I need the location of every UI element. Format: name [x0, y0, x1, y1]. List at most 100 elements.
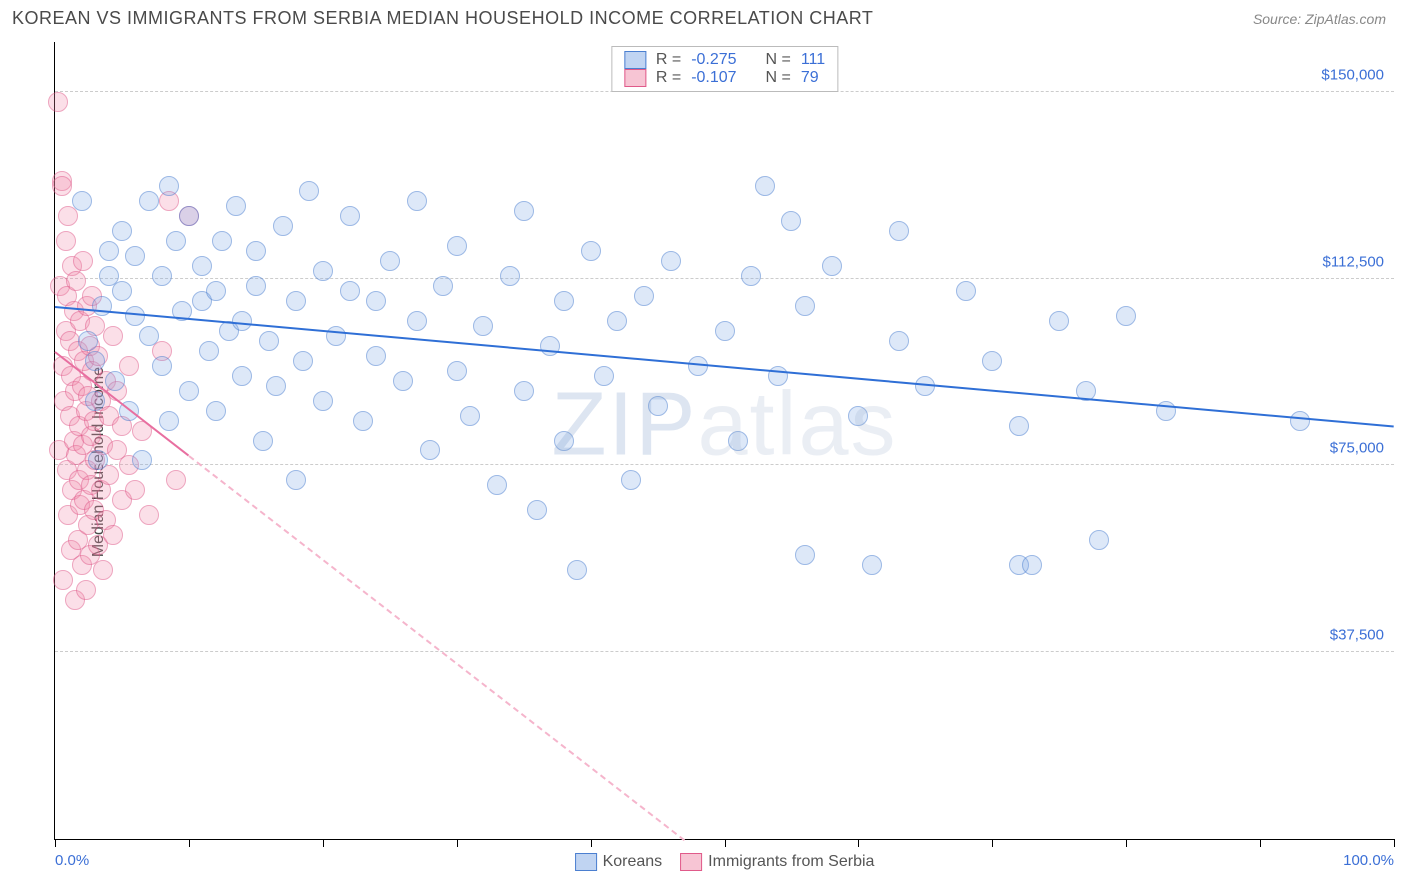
data-point-korean — [199, 341, 219, 361]
data-point-serbia — [103, 326, 123, 346]
data-point-korean — [728, 431, 748, 451]
data-point-korean — [366, 291, 386, 311]
data-point-korean — [1049, 311, 1069, 331]
data-point-korean — [393, 371, 413, 391]
data-point-korean — [447, 236, 467, 256]
data-point-korean — [99, 241, 119, 261]
data-point-korean — [159, 176, 179, 196]
x-tick — [591, 839, 592, 847]
data-point-serbia — [103, 525, 123, 545]
data-point-korean — [85, 351, 105, 371]
x-tick — [457, 839, 458, 847]
data-point-korean — [313, 391, 333, 411]
swatch-koreans — [624, 51, 646, 69]
legend-item-koreans: Koreans — [575, 853, 663, 871]
watermark: ZIPatlas — [551, 373, 897, 476]
data-point-korean — [299, 181, 319, 201]
data-point-korean — [232, 366, 252, 386]
data-point-korean — [179, 381, 199, 401]
data-point-korean — [112, 281, 132, 301]
legend-row-b: R = -0.107 N = 79 — [624, 69, 825, 87]
gridline — [55, 651, 1394, 652]
data-point-korean — [206, 401, 226, 421]
data-point-korean — [72, 191, 92, 211]
data-point-korean — [152, 266, 172, 286]
swatch-icon — [575, 853, 597, 871]
data-point-korean — [1116, 306, 1136, 326]
correlation-legend: R = -0.275 N = 111 R = -0.107 N = 79 — [611, 46, 838, 92]
y-tick-label: $37,500 — [1330, 627, 1384, 644]
data-point-korean — [192, 256, 212, 276]
data-point-korean — [567, 560, 587, 580]
data-point-korean — [286, 470, 306, 490]
data-point-korean — [768, 366, 788, 386]
x-tick — [992, 839, 993, 847]
data-point-korean — [956, 281, 976, 301]
data-point-korean — [132, 450, 152, 470]
source-attribution: Source: ZipAtlas.com — [1253, 11, 1386, 27]
data-point-korean — [795, 296, 815, 316]
data-point-korean — [514, 201, 534, 221]
y-tick-label: $75,000 — [1330, 440, 1384, 457]
data-point-korean — [1009, 416, 1029, 436]
n-value-b: 79 — [801, 69, 819, 87]
chart-title: KOREAN VS IMMIGRANTS FROM SERBIA MEDIAN … — [12, 8, 873, 29]
data-point-serbia — [48, 92, 68, 112]
data-point-serbia — [66, 271, 86, 291]
y-tick-label: $112,500 — [1323, 253, 1384, 270]
data-point-korean — [259, 331, 279, 351]
data-point-serbia — [53, 570, 73, 590]
data-point-korean — [554, 431, 574, 451]
data-point-korean — [112, 221, 132, 241]
data-point-korean — [159, 411, 179, 431]
data-point-korean — [85, 391, 105, 411]
r-value-b: -0.107 — [691, 69, 736, 87]
data-point-korean — [226, 196, 246, 216]
data-point-korean — [862, 555, 882, 575]
data-point-korean — [340, 206, 360, 226]
data-point-korean — [514, 381, 534, 401]
data-point-korean — [139, 191, 159, 211]
header: KOREAN VS IMMIGRANTS FROM SERBIA MEDIAN … — [0, 0, 1406, 31]
data-point-korean — [179, 206, 199, 226]
data-point-korean — [634, 286, 654, 306]
data-point-serbia — [125, 480, 145, 500]
data-point-serbia — [56, 231, 76, 251]
data-point-korean — [326, 326, 346, 346]
data-point-korean — [266, 376, 286, 396]
data-point-korean — [795, 545, 815, 565]
trendline-serbia-dashed — [188, 455, 685, 841]
data-point-korean — [313, 261, 333, 281]
data-point-korean — [594, 366, 614, 386]
data-point-korean — [407, 191, 427, 211]
data-point-korean — [460, 406, 480, 426]
data-point-serbia — [93, 560, 113, 580]
x-axis-min-label: 0.0% — [55, 852, 89, 869]
data-point-korean — [273, 216, 293, 236]
data-point-serbia — [52, 176, 72, 196]
data-point-korean — [741, 266, 761, 286]
data-point-korean — [822, 256, 842, 276]
data-point-korean — [139, 326, 159, 346]
data-point-korean — [1089, 530, 1109, 550]
data-point-korean — [781, 211, 801, 231]
series-legend: Koreans Immigrants from Serbia — [575, 853, 875, 871]
data-point-korean — [661, 251, 681, 271]
data-point-korean — [1022, 555, 1042, 575]
swatch-serbia — [624, 69, 646, 87]
data-point-korean — [848, 406, 868, 426]
data-point-korean — [340, 281, 360, 301]
data-point-korean — [889, 221, 909, 241]
data-point-korean — [293, 351, 313, 371]
data-point-korean — [125, 246, 145, 266]
data-point-korean — [286, 291, 306, 311]
data-point-korean — [125, 306, 145, 326]
data-point-korean — [246, 241, 266, 261]
x-tick — [858, 839, 859, 847]
legend-row-a: R = -0.275 N = 111 — [624, 51, 825, 69]
data-point-korean — [152, 356, 172, 376]
data-point-korean — [212, 231, 232, 251]
data-point-korean — [78, 331, 98, 351]
data-point-serbia — [73, 251, 93, 271]
data-point-korean — [621, 470, 641, 490]
